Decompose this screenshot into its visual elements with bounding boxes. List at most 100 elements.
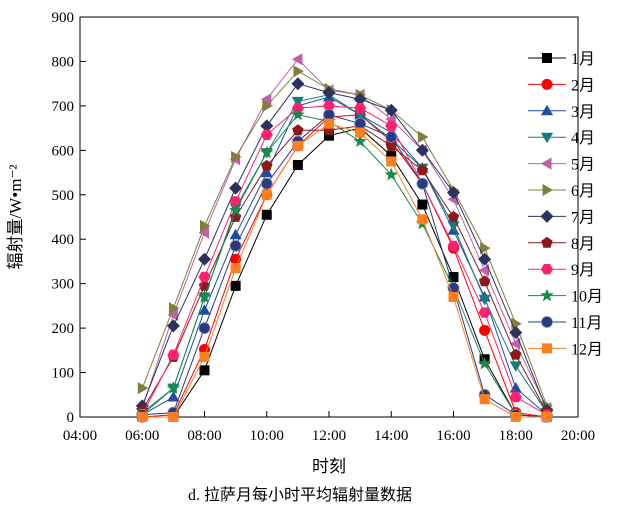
data-point	[479, 394, 490, 405]
x-tick-label: 16:00	[436, 428, 470, 444]
legend-item: 1月	[528, 51, 595, 68]
y-axis-label: 辐射量/W•m⁻²	[6, 164, 25, 269]
data-point	[166, 319, 180, 333]
legend-item: 5月	[528, 157, 595, 174]
y-tick-label: 500	[52, 188, 75, 204]
legend-item: 11月	[528, 315, 602, 332]
legend-label: 10月	[571, 289, 603, 306]
x-axis-label: 时刻	[312, 457, 346, 476]
data-point	[230, 280, 241, 291]
legend-label: 1月	[571, 51, 595, 68]
data-point	[198, 252, 211, 266]
data-point	[417, 199, 428, 210]
data-point	[511, 317, 522, 330]
x-tick-label: 06:00	[125, 428, 159, 444]
data-point	[415, 143, 429, 157]
data-point	[323, 100, 335, 112]
data-point	[291, 96, 304, 108]
data-point	[509, 382, 522, 393]
data-point	[384, 103, 398, 117]
data-point	[198, 226, 209, 239]
data-point	[260, 166, 273, 178]
data-point	[260, 129, 273, 140]
data-point	[478, 294, 491, 306]
legend: 1月 2月 3月 4月 5月 6月 7月 8月 9月 10月 11月 12月	[528, 51, 603, 358]
data-point	[229, 181, 243, 195]
legend-marker	[540, 104, 554, 116]
y-tick-label: 100	[52, 366, 75, 382]
data-point	[417, 214, 428, 225]
y-tick-label: 300	[52, 277, 75, 293]
legend-label: 8月	[571, 236, 595, 253]
data-point	[417, 130, 429, 144]
series-line	[141, 105, 548, 416]
y-tick-label: 400	[52, 232, 75, 248]
data-point	[478, 307, 491, 318]
data-point	[416, 164, 429, 176]
data-point	[509, 361, 522, 372]
data-point	[262, 99, 273, 112]
series-12	[137, 118, 552, 422]
series-9	[136, 100, 553, 420]
series-2	[136, 109, 553, 423]
data-point	[168, 302, 180, 315]
legend-label: 11月	[571, 315, 602, 332]
data-point	[199, 365, 210, 376]
data-point	[291, 53, 303, 66]
data-point	[198, 304, 211, 315]
data-point	[385, 120, 398, 132]
series-line	[141, 114, 547, 418]
legend-label: 3月	[571, 104, 595, 121]
legend-item: 2月	[528, 77, 595, 94]
y-tick-label: 200	[52, 321, 75, 337]
x-tick-label: 08:00	[187, 428, 221, 444]
data-point	[231, 150, 242, 164]
data-point	[168, 412, 179, 422]
data-point	[324, 130, 334, 141]
data-point	[478, 264, 490, 277]
x-tick-label: 04:00	[63, 428, 97, 444]
data-point	[510, 348, 522, 360]
legend-label: 4月	[571, 130, 595, 147]
data-point	[509, 326, 523, 340]
data-point	[448, 272, 459, 282]
data-point	[261, 189, 272, 200]
legend-marker	[541, 264, 553, 275]
y-tick-label: 0	[67, 410, 75, 426]
data-point	[292, 140, 303, 151]
data-point	[293, 65, 304, 78]
series-line	[141, 83, 548, 411]
data-point	[478, 252, 492, 266]
series-line	[141, 70, 548, 407]
data-point	[447, 186, 460, 200]
data-point	[353, 92, 367, 106]
data-point	[355, 127, 366, 138]
series-11	[136, 108, 553, 423]
legend-marker	[541, 236, 553, 248]
legend-label: 6月	[571, 183, 595, 200]
data-point	[200, 219, 211, 232]
series-line	[142, 114, 547, 418]
legend-marker	[542, 343, 552, 354]
data-point	[384, 167, 398, 181]
y-tick-label: 900	[52, 10, 75, 26]
data-point	[166, 381, 180, 394]
data-point	[199, 352, 210, 362]
data-point	[167, 349, 180, 360]
data-point	[292, 160, 303, 170]
data-point	[479, 324, 491, 336]
series-line	[142, 123, 547, 418]
legend-marker	[542, 53, 552, 63]
x-tick-label: 12:00	[312, 428, 346, 444]
data-point	[509, 391, 522, 403]
data-point	[198, 271, 211, 283]
legend-marker	[541, 157, 552, 170]
legend-item: 10月	[528, 288, 603, 306]
y-tick-label: 700	[52, 99, 75, 115]
data-point	[448, 292, 459, 302]
legend-label: 5月	[571, 157, 595, 174]
legend-marker	[541, 78, 553, 90]
legend-item: 7月	[528, 209, 595, 226]
legend-item: 6月	[528, 183, 595, 200]
data-point	[385, 139, 397, 151]
